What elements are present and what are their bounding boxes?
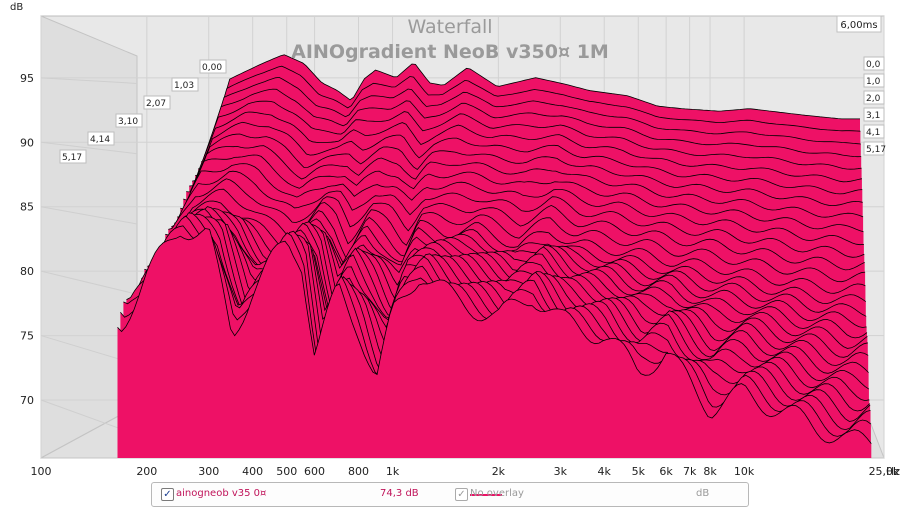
time-label-left: 5,17 xyxy=(62,153,82,163)
waterfall-slice-line xyxy=(183,133,863,207)
waterfall-slice-line xyxy=(204,54,860,156)
overlay-unit: dB xyxy=(696,488,710,499)
x-tick-label: 4k xyxy=(598,465,612,478)
time-label-left: 2,07 xyxy=(146,99,166,109)
time-readout-box xyxy=(836,15,882,33)
time-label-right: 2,0 xyxy=(866,94,881,104)
waterfall-slice-line xyxy=(192,100,862,182)
time-label-right: 1,0 xyxy=(866,77,881,87)
waterfall-slice-line xyxy=(189,111,862,187)
time-label-box xyxy=(115,113,143,128)
y-tick-label: 90 xyxy=(20,136,34,149)
overlay-checkbox[interactable]: ✓ xyxy=(455,488,468,501)
x-tick-label: 200 xyxy=(136,465,157,478)
waterfall-chart: 95 90 85 80 75 70 100 200 300 400 500 600 800 1k 2k 3k 4… xyxy=(10,2,900,478)
x-tick-label: 300 xyxy=(198,465,219,478)
time-label-box xyxy=(87,131,115,146)
x-tick-label: 400 xyxy=(242,465,263,478)
x-tick-label: 7k xyxy=(683,465,697,478)
wall-gridline xyxy=(40,77,138,84)
waterfall-slice-line xyxy=(165,188,866,283)
legend-bar: ✓ ainogneob v35 0¤ 74,3 dB ✓ No overlay … xyxy=(151,482,749,507)
waterfall-slice-line xyxy=(186,121,863,195)
waterfall-slice-line xyxy=(174,163,864,246)
chart-title: Waterfall xyxy=(407,16,492,38)
time-label-box xyxy=(59,149,87,164)
time-label-box xyxy=(171,77,199,92)
y-tick-label: 70 xyxy=(20,394,34,407)
x-tick-label: 10k xyxy=(734,465,755,478)
time-label-right: 5,17 xyxy=(866,145,886,155)
time-label-box xyxy=(863,124,885,139)
time-label-right: 4,1 xyxy=(866,128,880,138)
x-tick-label: 500 xyxy=(276,465,297,478)
time-label-left: 0,00 xyxy=(202,63,222,73)
time-label-box xyxy=(863,107,885,122)
wall-gridline xyxy=(40,141,138,155)
time-label-left: 4,14 xyxy=(90,135,110,145)
waterfall-slice-line xyxy=(195,88,862,176)
y-axis-label: dB xyxy=(10,2,23,13)
waterfall-slice-line xyxy=(180,145,864,218)
time-label-box xyxy=(199,59,227,74)
axis-ticks: 95 90 85 80 75 70 100 200 300 400 500 600 800 1k 2k 3k 4… xyxy=(20,56,900,478)
x-axis-unit: Hz xyxy=(886,465,900,478)
waterfall-slice-line xyxy=(168,178,865,271)
time-label-left: 3,10 xyxy=(118,117,138,127)
waterfall-slice-line xyxy=(171,170,865,258)
waterfall-slice-line xyxy=(177,154,864,233)
time-label-right: 3,1 xyxy=(866,111,880,121)
trace-value: 74,3 dB xyxy=(380,488,419,499)
trace-name: ainogneob v35 0¤ xyxy=(176,488,267,499)
x-tick-label: 25,0k xyxy=(869,465,900,478)
waterfall-slice-line xyxy=(117,228,872,444)
y-tick-label: 75 xyxy=(20,330,34,343)
x-tick-label: 5k xyxy=(632,465,646,478)
chart-subtitle: AINOgradient NeoB v350¤ 1M xyxy=(291,41,609,63)
time-label-box xyxy=(863,56,885,71)
y-tick-label: 85 xyxy=(20,201,34,214)
x-tick-label: 600 xyxy=(304,465,325,478)
time-readout: 6,00ms xyxy=(840,20,877,31)
waterfall-slice-line xyxy=(201,65,861,163)
waterfall-slice-fill xyxy=(117,228,872,458)
x-tick-label: 1k xyxy=(386,465,400,478)
time-label-left: 1,03 xyxy=(174,81,194,91)
time-label-right: 0,0 xyxy=(866,60,881,70)
x-tick-label: 2k xyxy=(492,465,506,478)
overlay-label: No overlay xyxy=(470,488,524,499)
y-tick-label: 80 xyxy=(20,265,34,278)
x-tick-label: 6k xyxy=(659,465,673,478)
waterfall-slices xyxy=(117,54,872,458)
x-tick-label: 100 xyxy=(31,465,52,478)
wall-gridline xyxy=(40,206,138,225)
time-label-box xyxy=(863,90,885,105)
time-label-box xyxy=(143,95,171,110)
time-label-box xyxy=(863,73,885,88)
trace-line-swatch xyxy=(470,494,502,496)
time-label-box xyxy=(863,141,885,156)
x-tick-label: 3k xyxy=(554,465,568,478)
waterfall-slice-line xyxy=(198,76,861,170)
x-tick-label: 800 xyxy=(348,465,369,478)
x-tick-label: 8k xyxy=(703,465,717,478)
trace-checkbox[interactable]: ✓ xyxy=(161,488,174,501)
wall-gridline xyxy=(40,270,138,295)
y-tick-label: 95 xyxy=(20,72,34,85)
